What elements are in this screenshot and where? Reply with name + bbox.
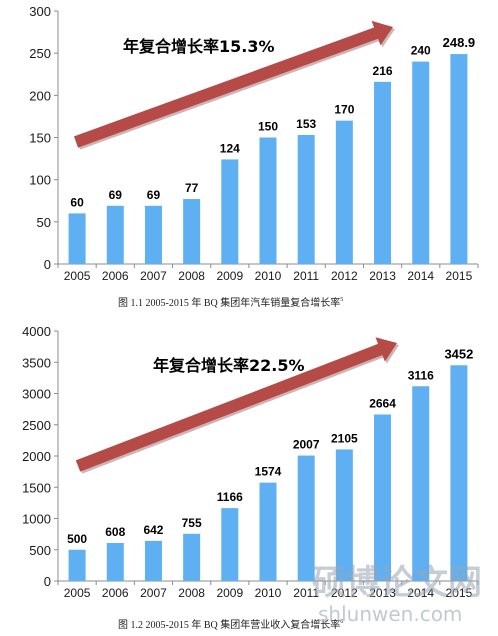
bar [450,365,468,581]
chart-operating-revenue: 0 500 1000 1500 2000 2500 3000 3500 4000 2005 500 2… [22,324,479,600]
x-tick-label: 2011 [293,586,319,600]
bar [297,455,315,581]
data-label: 69 [109,188,123,202]
x-tick-label: 2013 [369,269,396,283]
y-tick-label: 0 [44,257,51,272]
y-tick-label: 100 [29,173,51,188]
x-tick-label: 2015 [446,269,473,283]
bar [221,508,239,581]
x-tick-label: 2014 [407,586,434,600]
data-label: 1574 [255,465,282,479]
x-tick-label: 2008 [178,269,205,283]
x-tick-label: 2015 [446,586,473,600]
y-tick-label: 50 [37,215,51,230]
data-label: 2105 [331,431,358,445]
data-label: 77 [185,181,199,195]
bar [68,213,86,264]
data-label: 2664 [369,397,396,411]
watermark: 硕博论文网 shlunwen.com [312,563,482,626]
bar [374,414,392,581]
x-tick-label: 2014 [407,269,434,283]
x-tick-label: 2007 [140,586,167,600]
bar [374,81,392,264]
y-tick-label: 150 [29,131,51,146]
data-label: 248.9 [443,35,476,50]
y-tick-label: 2000 [22,449,51,464]
bar [259,137,277,264]
x-tick-label: 2012 [331,269,358,283]
x-tick-label: 2005 [64,269,91,283]
x-tick-label: 2011 [293,269,319,283]
watermark-main: 硕博论文网 [312,563,482,603]
data-label: 3452 [444,346,473,361]
y-tick-label: 3000 [22,387,51,402]
bar [183,199,201,264]
data-label: 60 [70,195,84,209]
y-tick-label: 250 [29,46,51,61]
caption-1-footnote: 5 [340,297,343,303]
y-tick-label: 3500 [22,355,51,370]
x-tick-label: 2007 [140,269,167,283]
bar [450,54,468,265]
x-tick-label: 2008 [178,586,205,600]
data-label: 170 [334,103,354,117]
bar [144,540,162,581]
data-label: 240 [411,44,431,58]
data-label: 3116 [408,368,434,382]
caption-2-text: 图 1.2 2005-2015 年 BQ 集团年营业收入复合增长率 [118,618,340,631]
data-label: 755 [182,516,202,530]
y-tick-label: 0 [44,574,51,589]
caption-2-footnote: 6 [340,619,343,625]
data-label: 642 [143,523,163,537]
bar [412,386,430,581]
bar [68,549,86,581]
cagr-annotation: 年复合增长率15.3% [123,37,275,56]
x-tick-label: 2010 [255,586,282,600]
caption-1-text: 图 1.1 2005-2015 年 BQ 集团年汽车销量复合增长率 [118,296,340,309]
bar [297,134,315,264]
y-tick-label: 500 [29,543,51,558]
bar [335,449,353,581]
y-tick-label: 200 [29,88,51,103]
figure-caption-1: 图 1.1 2005-2015 年 BQ 集团年汽车销量复合增长率5 [118,296,343,309]
x-tick-label: 2006 [102,269,129,283]
bar [259,482,277,581]
x-tick-label: 2005 [64,586,91,600]
x-tick-label: 2009 [216,269,243,283]
x-tick-label: 2009 [216,586,243,600]
bar [144,205,162,264]
data-label: 216 [373,64,393,78]
chart-vehicle-sales: 0 50 100 150 200 250 300 2005 60 2006 69 2007 69 2008… [29,4,479,283]
x-tick-label: 2013 [369,586,396,600]
bar [106,205,124,264]
x-tick-label: 2010 [255,269,282,283]
bar [221,159,239,264]
x-tick-label: 2012 [331,586,358,600]
y-tick-label: 4000 [22,324,51,339]
x-tick-label: 2006 [102,586,129,600]
growth-arrow [74,20,393,148]
y-tick-label: 1500 [22,480,51,495]
watermark-sub: shlunwen.com [318,602,462,626]
y-tick-label: 2500 [22,418,51,433]
figure-caption-2: 图 1.2 2005-2015 年 BQ 集团年营业收入复合增长率6 [118,618,343,631]
y-tick-label: 300 [29,4,51,19]
growth-arrow [75,337,398,472]
y-tick-label: 1000 [22,512,51,527]
data-label: 150 [258,120,278,134]
data-label: 124 [220,141,240,155]
data-label: 153 [296,117,316,131]
data-label: 500 [67,532,87,546]
bar [183,533,201,581]
cagr-annotation: 年复合增长率22.5% [153,356,305,375]
data-label: 608 [105,525,125,539]
data-label: 69 [147,188,161,202]
bar [106,543,124,581]
data-label: 1166 [217,490,243,504]
data-label: 2007 [293,438,320,452]
bar [412,61,430,264]
bar [335,120,353,264]
